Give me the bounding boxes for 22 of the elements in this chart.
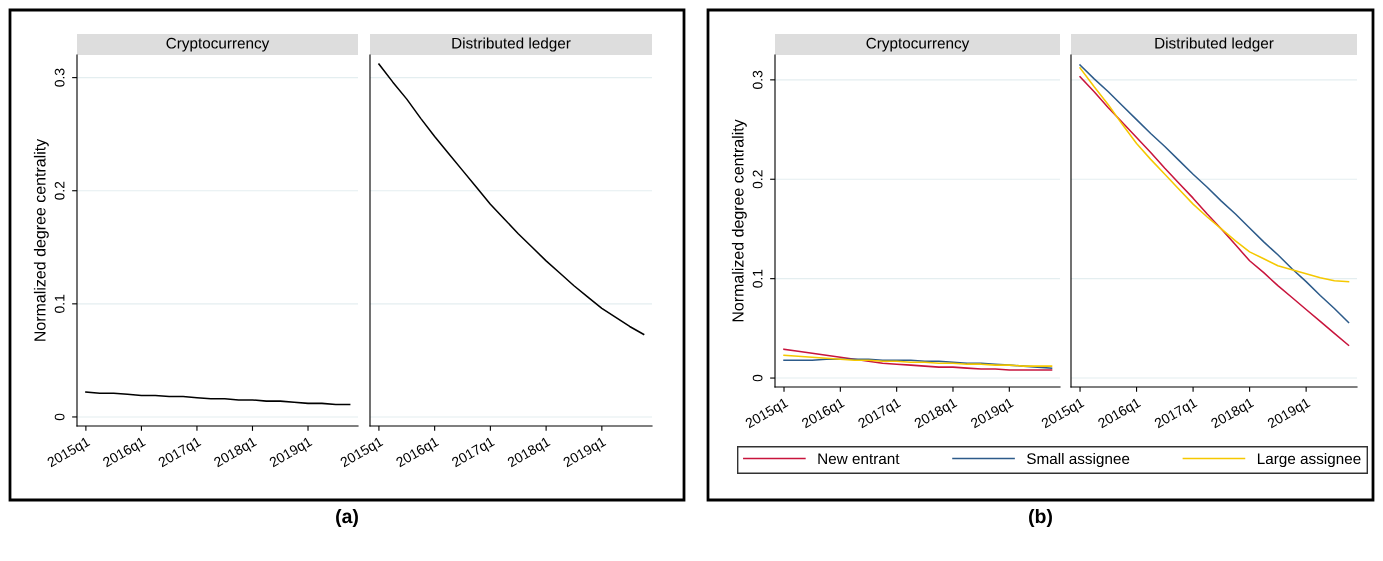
chart-title: Cryptocurrency	[866, 37, 970, 52]
y-tick-label: 0.3	[752, 70, 763, 89]
line-series	[783, 348, 1053, 371]
line-series	[85, 391, 351, 406]
text: (a)	[336, 508, 358, 528]
legend-label: Large assignee	[1257, 452, 1361, 468]
chart-title: Distributed ledger	[452, 37, 571, 52]
y-tick-label: 0.2	[752, 170, 763, 189]
y-tick-label: 0.1	[54, 294, 65, 313]
y-tick-label: 0.1	[752, 269, 763, 288]
y-tick-label: 0	[752, 374, 763, 382]
text: (b)	[1029, 508, 1052, 528]
y-tick-label: 0.3	[54, 68, 65, 87]
y-axis-title: Normalized degree centrality	[33, 138, 49, 341]
y-tick-label: 0	[54, 413, 65, 421]
y-axis-title: Normalized degree centrality	[731, 119, 747, 322]
legend-label: New entrant	[818, 453, 900, 465]
line-series	[783, 354, 1053, 367]
y-tick-label: 0.2	[54, 181, 65, 200]
legend-label: Small assignee	[1027, 452, 1130, 468]
chart-title: Cryptocurrency	[166, 37, 270, 52]
chart-title: Distributed ledger	[1155, 37, 1274, 52]
